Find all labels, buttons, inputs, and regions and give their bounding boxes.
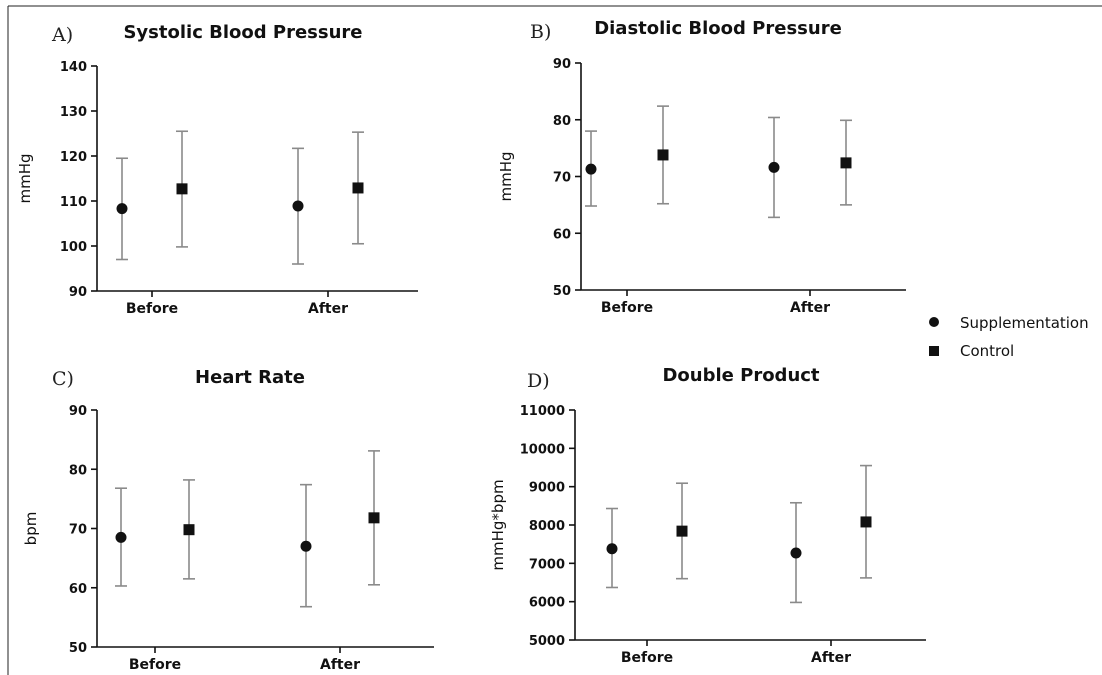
- legend: Supplementation Control: [929, 314, 1089, 360]
- y-tick-label: 110: [60, 195, 87, 210]
- y-axis-label: mmHg: [16, 153, 34, 203]
- y-tick-label: 70: [553, 171, 571, 186]
- y-tick-label: 8000: [529, 519, 565, 534]
- panel-title: Heart Rate: [195, 367, 305, 388]
- y-axis-label: bpm: [22, 512, 40, 546]
- data-point-supplementation: [606, 543, 618, 555]
- panel-letter: D): [527, 370, 550, 392]
- x-category-label: Before: [129, 657, 181, 673]
- y-tick-label: 5000: [529, 634, 565, 649]
- y-tick-label: 90: [69, 404, 87, 419]
- y-tick-label: 120: [60, 150, 87, 165]
- y-tick-label: 60: [553, 227, 571, 242]
- panels: A) Systolic Blood Pressure 90 100 110 120 130 1…: [16, 18, 926, 673]
- data-point-control: [676, 525, 688, 537]
- y-tick-label: 50: [553, 284, 571, 299]
- panel-letter: B): [530, 21, 551, 43]
- data-point-supplementation: [300, 540, 312, 552]
- y-tick-label: 10000: [520, 442, 565, 457]
- y-tick-label: 11000: [520, 404, 565, 419]
- panel-1: A) Systolic Blood Pressure 90 100 110 120 130 1…: [16, 22, 418, 317]
- data-point-supplementation: [585, 163, 597, 175]
- y-tick-label: 7000: [529, 557, 565, 572]
- data-point-supplementation: [768, 161, 780, 173]
- data-point-control: [352, 182, 364, 194]
- y-axis-label: mmHg: [497, 151, 515, 201]
- y-tick-label: 140: [60, 60, 87, 75]
- y-tick-label: 100: [60, 240, 87, 255]
- x-category-label: Before: [621, 650, 673, 666]
- legend-label-control: Control: [960, 342, 1014, 360]
- data-point-supplementation: [790, 547, 802, 559]
- panel-title: Systolic Blood Pressure: [123, 22, 362, 43]
- legend-square-marker: [929, 346, 939, 356]
- panel-title: Double Product: [662, 365, 819, 386]
- x-category-label: After: [790, 300, 830, 316]
- x-category-label: Before: [126, 301, 178, 317]
- panel-letter: A): [51, 24, 73, 46]
- data-point-supplementation: [115, 531, 127, 543]
- x-category-label: After: [811, 650, 851, 666]
- data-point-control: [176, 183, 188, 195]
- y-axis-label: mmHg*bpm: [489, 479, 507, 570]
- panel-title: Diastolic Blood Pressure: [594, 18, 842, 39]
- y-tick-label: 6000: [529, 596, 565, 611]
- y-tick-label: 80: [553, 114, 571, 129]
- y-tick-label: 70: [69, 523, 87, 538]
- y-tick-label: 90: [69, 285, 87, 300]
- legend-circle-marker: [929, 317, 939, 327]
- panel-2: B) Diastolic Blood Pressure 50 60 70 80 90 mmHg…: [497, 18, 906, 316]
- y-tick-label: 9000: [529, 481, 565, 496]
- panel-4: D) Double Product 5000 6000 7000 8000 9000 1000…: [489, 365, 926, 666]
- panel-3: C) Heart Rate 50 60 70 80 90 bpm Before After: [22, 367, 434, 673]
- x-category-label: Before: [601, 300, 653, 316]
- data-point-supplementation: [116, 203, 128, 215]
- x-category-label: After: [320, 657, 360, 673]
- data-point-control: [840, 157, 852, 169]
- y-tick-label: 60: [69, 582, 87, 597]
- data-point-control: [183, 524, 195, 536]
- legend-label-supplementation: Supplementation: [960, 314, 1089, 332]
- data-point-control: [657, 149, 669, 161]
- y-tick-label: 50: [69, 641, 87, 656]
- data-point-supplementation: [292, 200, 304, 212]
- y-tick-label: 80: [69, 463, 87, 478]
- y-tick-label: 130: [60, 105, 87, 120]
- x-category-label: After: [308, 301, 348, 317]
- data-point-control: [368, 512, 380, 524]
- y-tick-label: 90: [553, 57, 571, 72]
- data-point-control: [860, 516, 872, 528]
- panel-letter: C): [52, 368, 74, 390]
